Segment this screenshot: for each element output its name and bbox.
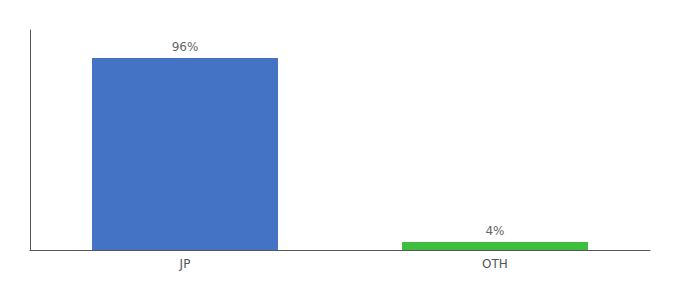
svg-text:JP: JP (179, 257, 191, 271)
svg-text:96%: 96% (172, 40, 199, 54)
svg-text:4%: 4% (485, 224, 504, 238)
svg-text:OTH: OTH (482, 257, 508, 271)
